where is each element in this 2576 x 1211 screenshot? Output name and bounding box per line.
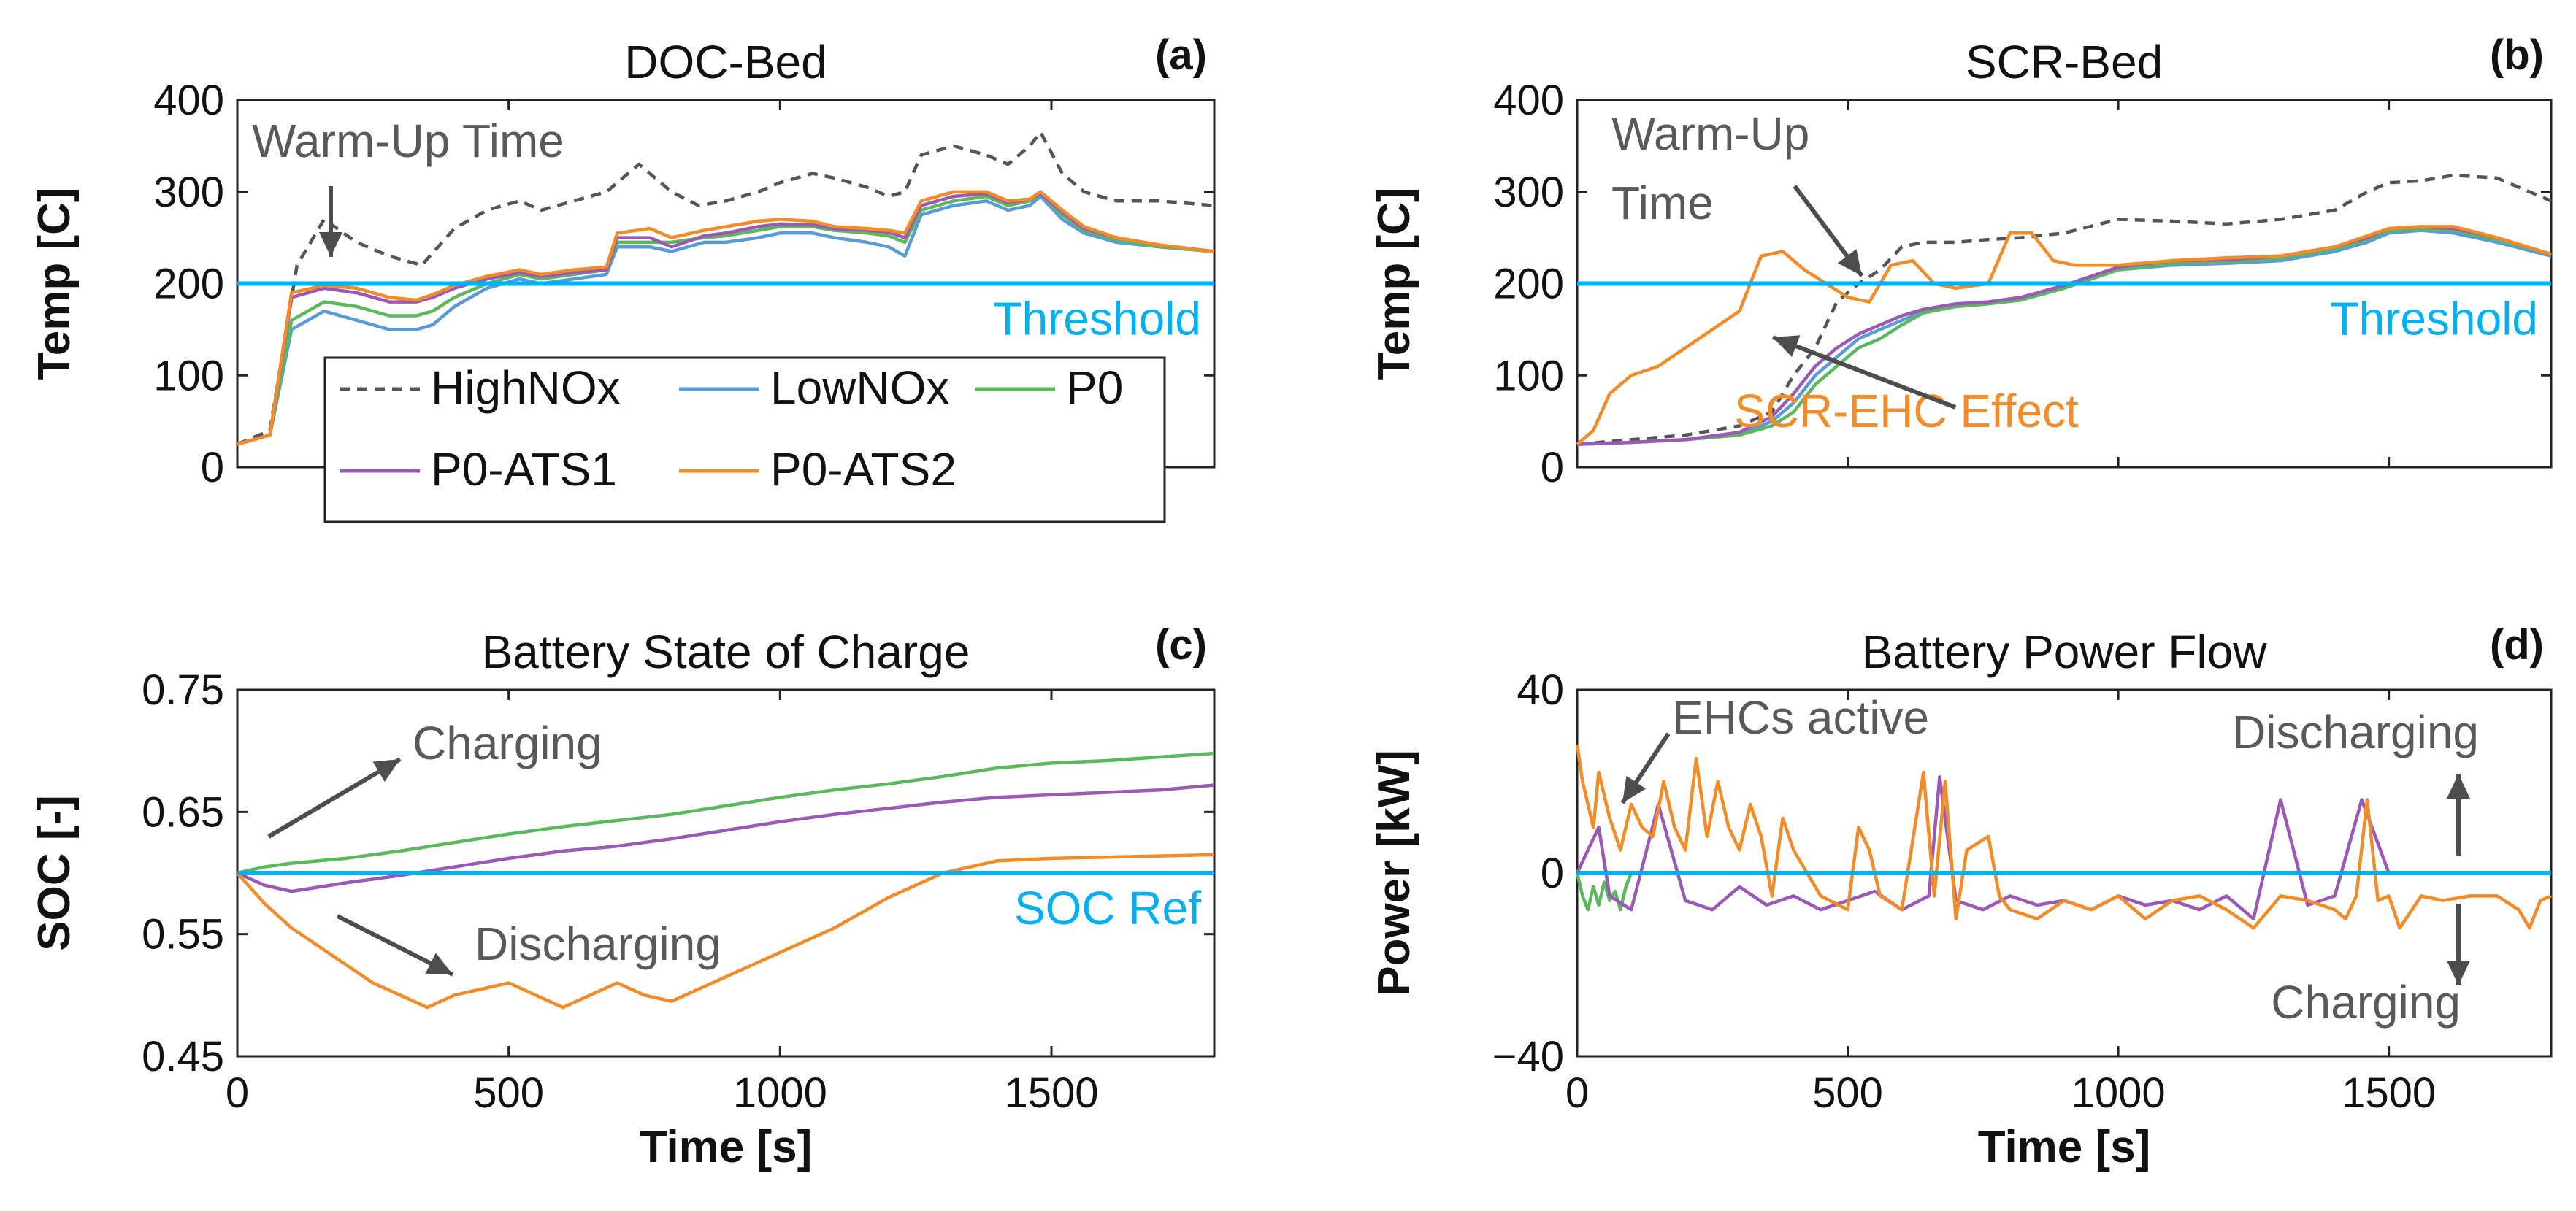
y-tick-label: 400 bbox=[1493, 77, 1564, 124]
series-line-p0-ats2 bbox=[1575, 744, 2552, 930]
annotation-text: Charging bbox=[413, 717, 602, 769]
y-tick-label: 0.55 bbox=[142, 911, 224, 958]
ehc-arrow-icon bbox=[1620, 732, 1671, 804]
x-tick-label: 500 bbox=[473, 1069, 544, 1117]
discharging-arrow-icon bbox=[336, 914, 454, 977]
x-axis-label: Time [s] bbox=[640, 1122, 813, 1172]
series-line-p0 bbox=[237, 751, 1215, 875]
y-axis-label: Temp [C] bbox=[29, 187, 80, 380]
series-line-p0 bbox=[1576, 226, 2552, 446]
annotation-text: Time bbox=[1611, 177, 1714, 229]
y-tick-label: 300 bbox=[1493, 169, 1564, 216]
charging-down-arrow-icon bbox=[2447, 904, 2470, 985]
x-tick-label: 0 bbox=[1565, 1069, 1589, 1117]
panel-label: (d) bbox=[2490, 621, 2544, 669]
reference-label: Threshold bbox=[993, 293, 1201, 345]
charging-arrow-icon bbox=[267, 757, 402, 839]
y-axis-label: Temp [C] bbox=[1369, 187, 1419, 380]
legend-box bbox=[323, 356, 1166, 523]
legend-label: HighNOx bbox=[431, 361, 621, 414]
panel-b: 0 100 200 300 400 SCR-Bed (b) Temp [C] Threshold bbox=[1369, 31, 2553, 491]
panel-title: SCR-Bed bbox=[1966, 36, 2163, 88]
y-tick-label: 0.45 bbox=[142, 1033, 224, 1080]
y-tick-label: 200 bbox=[153, 261, 224, 308]
panel-title: Battery State of Charge bbox=[482, 626, 970, 678]
y-tick-label: 0 bbox=[1541, 850, 1564, 897]
panel-c: 0.45 0.55 0.65 0.75 0 500 1000 1500 Battery Stat… bbox=[29, 621, 1216, 1172]
warmup-arrow-icon bbox=[319, 186, 342, 257]
annotation-text: Charging bbox=[2271, 976, 2461, 1029]
x-tick-label: 500 bbox=[1812, 1069, 1883, 1117]
y-axis-label: Power [kW] bbox=[1369, 750, 1419, 996]
legend-label: P0-ATS1 bbox=[431, 443, 617, 496]
annotation-text: SCR-EHC Effect bbox=[1734, 385, 2079, 437]
y-tick-label: 0 bbox=[201, 444, 224, 491]
series-line-p0-ats2 bbox=[1576, 225, 2552, 446]
y-axis-label: SOC [-] bbox=[29, 795, 80, 951]
series-line-p0 bbox=[237, 192, 1215, 446]
legend-label: P0-ATS2 bbox=[770, 443, 957, 496]
y-tick-label: −40 bbox=[1492, 1033, 1564, 1080]
y-tick-label: 300 bbox=[153, 169, 224, 216]
reference-label: SOC Ref bbox=[1014, 882, 1201, 934]
x-tick-label: 1000 bbox=[2071, 1069, 2166, 1117]
annotation-text: EHCs active bbox=[1672, 691, 1929, 744]
series-line-lownox bbox=[237, 194, 1215, 446]
warmup-arrow-icon bbox=[1793, 185, 1864, 277]
y-tick-label: 0 bbox=[1541, 444, 1564, 491]
x-tick-label: 1000 bbox=[733, 1069, 827, 1117]
annotation-text: Warm-Up Time bbox=[252, 115, 564, 167]
series-line-p0-ats2 bbox=[236, 853, 1215, 1010]
reference-label: Threshold bbox=[2330, 293, 2538, 345]
legend: HighNOx LowNOx P0 P0-ATS1 P0-ATS2 bbox=[323, 356, 1166, 523]
x-tick-label: 0 bbox=[226, 1069, 249, 1117]
panel-label: (b) bbox=[2490, 31, 2544, 79]
panel-title: Battery Power Flow bbox=[1862, 626, 2268, 678]
y-tick-label: 100 bbox=[153, 352, 224, 399]
series-line-highnox bbox=[237, 130, 1215, 446]
panel-a: 0 100 200 300 400 DOC-Bed (a) Temp [C] Threshold bbox=[29, 31, 1216, 491]
discharging-up-arrow-icon bbox=[2447, 774, 2470, 856]
series-line-p0-ats2 bbox=[237, 190, 1215, 446]
series-line-highnox bbox=[1576, 173, 2552, 446]
scr-ehc-arrow-icon bbox=[1771, 335, 1957, 410]
series-line-p0-ats1 bbox=[237, 783, 1215, 893]
panel-label: (c) bbox=[1155, 621, 1207, 669]
x-tick-label: 1500 bbox=[1004, 1069, 1098, 1117]
panel-title: DOC-Bed bbox=[624, 36, 827, 88]
panel-label: (a) bbox=[1155, 31, 1207, 79]
annotation-text: Warm-Up bbox=[1611, 107, 1809, 160]
y-tick-label: 0.65 bbox=[142, 788, 224, 836]
y-tick-label: 400 bbox=[153, 77, 224, 124]
annotation-text: Discharging bbox=[2232, 706, 2479, 758]
y-tick-label: 40 bbox=[1517, 666, 1564, 714]
y-tick-label: 0.75 bbox=[142, 666, 224, 714]
annotation-text: Discharging bbox=[475, 918, 721, 970]
legend-label: LowNOx bbox=[770, 361, 949, 414]
series-line-p0-ats1 bbox=[1575, 774, 2391, 921]
legend-label: P0 bbox=[1066, 361, 1123, 414]
x-tick-label: 1500 bbox=[2342, 1069, 2436, 1117]
x-axis-label: Time [s] bbox=[1978, 1122, 2151, 1172]
y-tick-label: 100 bbox=[1493, 352, 1564, 399]
y-tick-label: 200 bbox=[1493, 261, 1564, 308]
